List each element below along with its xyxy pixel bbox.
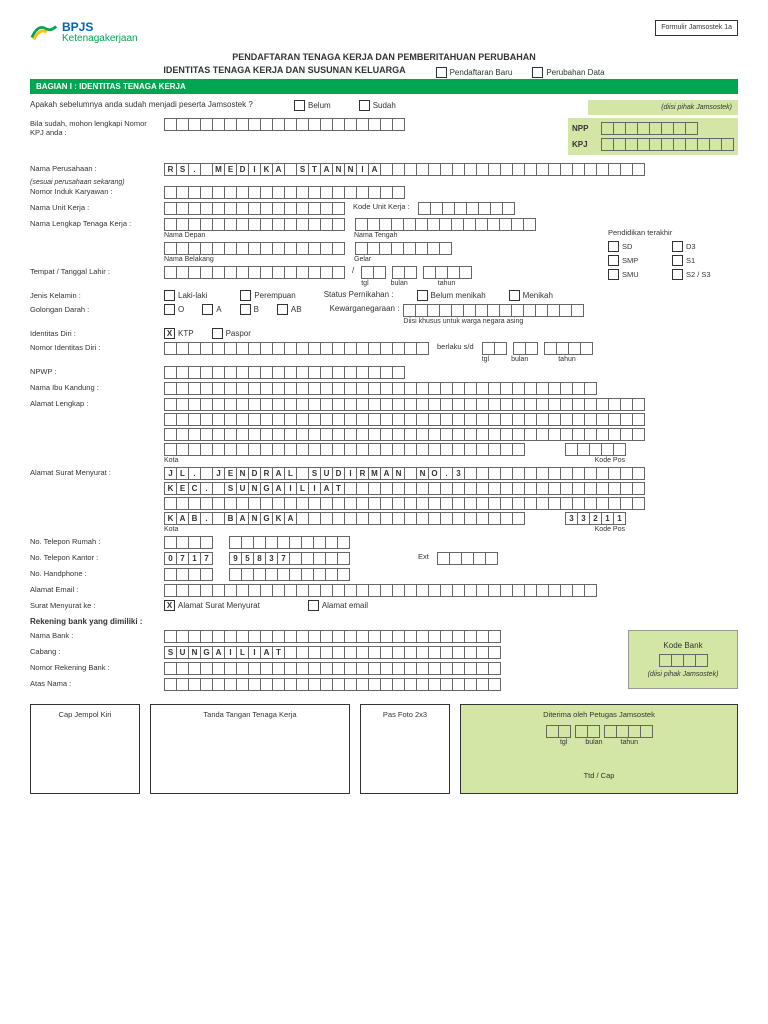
cb-sudah[interactable] [359,100,370,111]
sig-ttd: Tanda Tangan Tenaga Kerja [150,704,350,794]
section-1-header: BAGIAN I : IDENTITAS TENAGA KERJA [30,79,738,94]
npp-cells [601,122,698,135]
title-1: PENDAFTARAN TENAGA KERJA DAN PEMBERITAHU… [30,52,738,62]
brand-sub: Ketenagakerjaan [62,33,138,44]
q1-label: Apakah sebelumnya anda sudah menjadi pes… [30,100,290,109]
checkbox-perubahan[interactable] [532,67,543,78]
perusahaan-input[interactable]: RS.MEDIKASTANNIA [164,163,645,176]
kode-bank-box: Kode Bank (diisi pihak Jamsostek) [628,630,738,689]
signature-row: Cap Jempol Kiri Tanda Tangan Tenaga Kerj… [30,704,738,794]
cb-belum[interactable] [294,100,305,111]
title-2: IDENTITAS TENAGA KERJA DAN SUSUNAN KELUA… [163,65,405,75]
brand-name: BPJS [62,20,93,34]
induk-input[interactable] [164,186,405,199]
label-perusahaan: Nama Perusahaan : [30,163,160,173]
diisi-note: (diisi pihak Jamsostek) [588,100,738,115]
sig-petugas: Diterima oleh Petugas Jamsostek tglbulan… [460,704,738,794]
bila-label: Bila sudah, mohon lengkapi Nomor KPJ and… [30,118,160,137]
sig-jempol: Cap Jempol Kiri [30,704,140,794]
sig-foto: Pas Foto 2x3 [360,704,450,794]
kpj-input[interactable] [164,118,405,131]
header: BPJSKetenagakerjaan Formulir Jamsostek 1… [30,20,738,44]
unit-input[interactable] [164,202,345,215]
kodeunit-input[interactable] [418,202,515,215]
kpj-cells [601,138,734,151]
logo: BPJSKetenagakerjaan [30,20,138,44]
checkbox-pendaftaran[interactable] [436,67,447,78]
form-number-box: Formulir Jamsostek 1a [655,20,738,36]
rekening-header: Rekening bank yang dimiliki : [30,617,738,626]
